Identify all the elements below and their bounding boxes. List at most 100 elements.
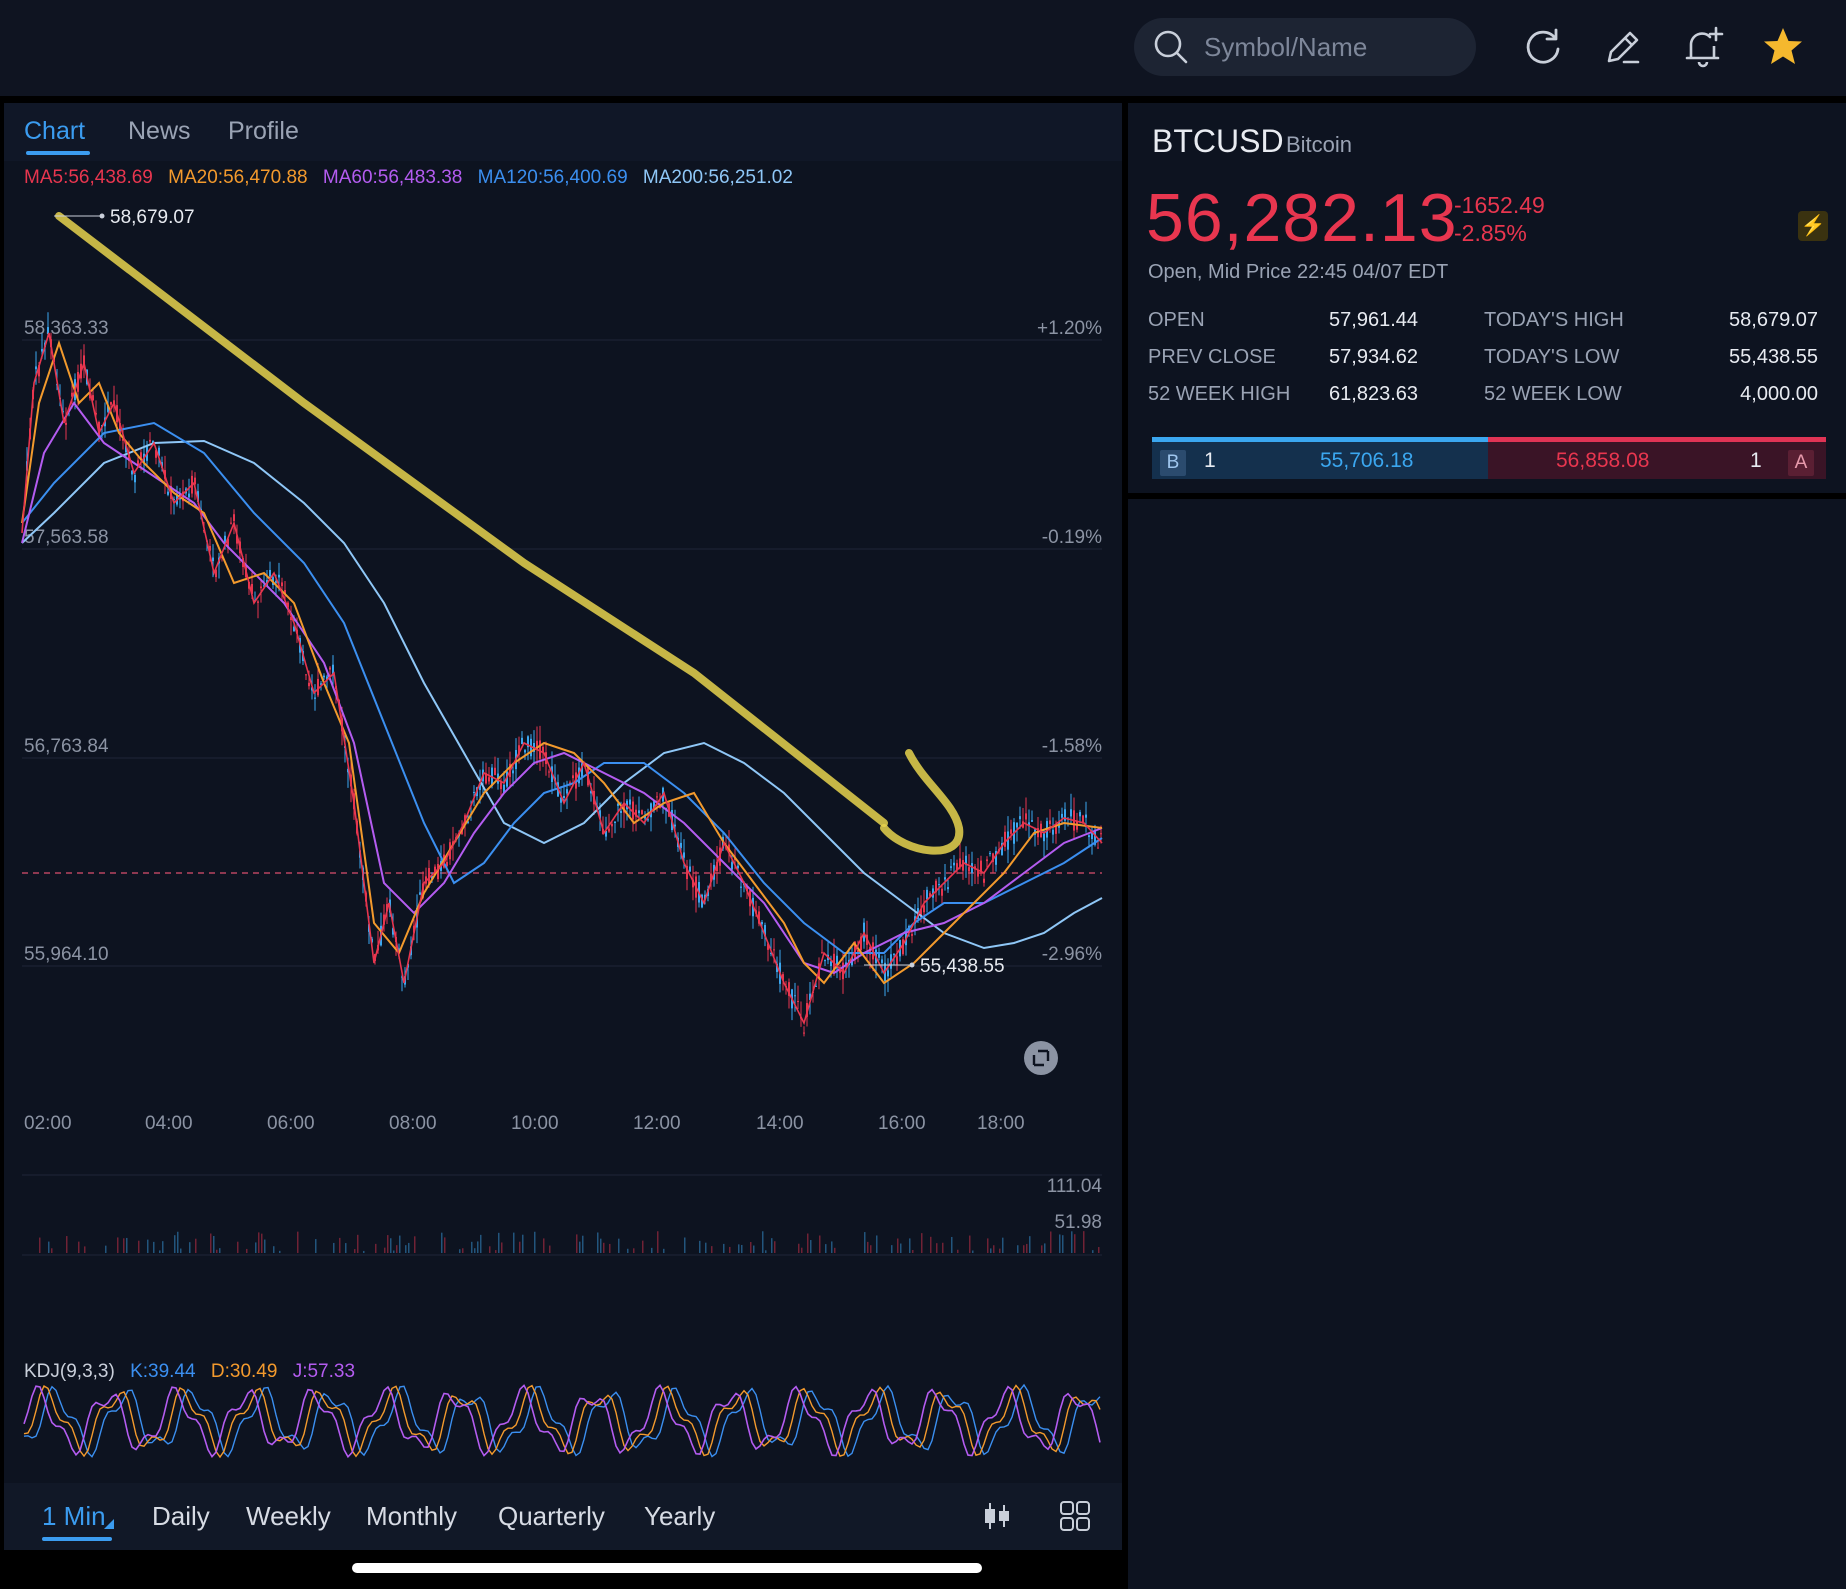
pct-label: -1.58% <box>1042 736 1102 757</box>
candle-body <box>803 1032 805 1034</box>
candle-body <box>1097 847 1099 849</box>
kdj-legend: KDJ(9,3,3) K:39.44 D:30.49 J:57.33 <box>24 1361 365 1383</box>
candle-body <box>158 447 160 456</box>
volume-bar <box>459 1249 461 1253</box>
candle-body <box>1055 824 1057 834</box>
stat-value: 55,438.55 <box>1729 346 1818 368</box>
period-1min[interactable]: 1 Min <box>42 1501 106 1531</box>
candle-body <box>536 740 538 750</box>
candle-body <box>983 878 985 883</box>
volume-bar <box>177 1231 179 1253</box>
volume-bar <box>126 1237 128 1253</box>
candle-body <box>209 545 211 551</box>
candle-body <box>647 819 649 821</box>
edit-icon[interactable] <box>1600 24 1646 70</box>
price-change: -1652.49 -2.85% <box>1454 191 1545 247</box>
symbol: BTCUSD <box>1152 123 1284 159</box>
candlestick-type-icon[interactable] <box>980 1499 1014 1533</box>
candle-body <box>287 602 289 608</box>
ma-legend: MA5:56,438.69 MA20:56,470.88 MA60:56,483… <box>24 167 803 189</box>
kdj-oscillator <box>23 1383 1101 1459</box>
ma5-line <box>21 332 1103 1026</box>
candle-body <box>839 968 841 973</box>
volume-bar <box>897 1238 899 1253</box>
candle-body <box>1004 831 1006 847</box>
volume-bar <box>723 1243 725 1253</box>
search-input[interactable] <box>1202 30 1456 64</box>
candle-body <box>938 884 940 886</box>
candle-body <box>110 402 112 405</box>
volume-bar <box>549 1245 551 1253</box>
period-weekly[interactable]: Weekly <box>246 1501 331 1531</box>
volume-bar <box>489 1246 491 1253</box>
volume-bar <box>501 1242 503 1253</box>
refresh-icon[interactable] <box>1520 24 1566 70</box>
candle-body <box>1043 833 1045 842</box>
ma20-value: MA20:56,470.88 <box>168 167 308 188</box>
volume-bar <box>891 1245 893 1253</box>
volume-bar <box>1098 1247 1100 1253</box>
period-monthly[interactable]: Monthly <box>366 1501 458 1531</box>
volume-bar <box>393 1250 395 1253</box>
period-yearly[interactable]: Yearly <box>644 1501 716 1531</box>
stat-label: 52 WEEK HIGH <box>1148 383 1291 405</box>
star-icon[interactable] <box>1760 24 1806 70</box>
candle-body <box>578 767 580 784</box>
candle-body <box>119 423 121 435</box>
low-price-label: 55,438.55 <box>920 956 1005 977</box>
volume-bar <box>315 1239 317 1253</box>
candle-body <box>230 522 232 524</box>
candle-body <box>134 474 136 483</box>
tab-chart[interactable]: Chart <box>24 117 86 145</box>
ma120-value: MA120:56,400.69 <box>477 167 628 188</box>
volume-bar <box>627 1248 629 1253</box>
price-chart[interactable]: 58,363.33 57,563.58 56,763.84 55,964.10 … <box>4 103 1122 1483</box>
candle-body <box>62 411 64 413</box>
volume-bar <box>942 1242 944 1253</box>
pct-label: -0.19% <box>1042 527 1102 548</box>
tab-news[interactable]: News <box>128 117 191 145</box>
candle-body <box>1016 822 1018 828</box>
dropdown-triangle-icon <box>104 1519 114 1529</box>
volume-bar <box>765 1250 767 1253</box>
period-daily[interactable]: Daily <box>152 1501 210 1531</box>
y-label: 55,964.10 <box>24 944 109 965</box>
candle-body <box>965 855 967 865</box>
candle-body <box>701 894 703 908</box>
alert-add-icon[interactable] <box>1680 24 1726 70</box>
volume-bar <box>1083 1231 1085 1253</box>
volume-bar <box>807 1233 809 1253</box>
panel-divider <box>1128 493 1846 499</box>
candle-body <box>758 911 760 924</box>
candle-body <box>959 858 961 868</box>
candle-body <box>263 585 265 587</box>
candle-body <box>614 821 616 824</box>
bid-ask-bar[interactable]: B 1 55,706.18 56,858.08 1 A <box>1152 437 1826 479</box>
candle-body <box>761 922 763 925</box>
stat-label: OPEN <box>1148 309 1205 331</box>
search-box[interactable] <box>1134 18 1476 76</box>
volume-bar <box>657 1231 659 1253</box>
candle-body <box>581 763 583 777</box>
candle-body <box>560 797 562 803</box>
candle-body <box>683 852 685 858</box>
candle-body <box>737 865 739 869</box>
x-label: 02:00 <box>24 1113 72 1134</box>
candle-body <box>992 853 994 862</box>
kdj-line <box>23 1383 1101 1459</box>
lightning-icon[interactable]: ⚡ <box>1798 211 1828 241</box>
candle-body <box>635 809 637 817</box>
expand-button[interactable] <box>1024 1041 1058 1075</box>
tab-profile[interactable]: Profile <box>228 117 299 145</box>
x-label: 18:00 <box>977 1113 1025 1134</box>
candle-body <box>278 574 280 578</box>
candle-body <box>797 1001 799 1003</box>
candle-body <box>971 863 973 873</box>
volume-bar <box>801 1247 803 1253</box>
volume-bar <box>117 1237 119 1253</box>
candle-body <box>227 538 229 548</box>
volume-bar <box>462 1248 464 1253</box>
period-quarterly[interactable]: Quarterly <box>498 1501 605 1531</box>
volume-bar <box>441 1232 443 1253</box>
grid-layout-icon[interactable] <box>1058 1499 1092 1533</box>
